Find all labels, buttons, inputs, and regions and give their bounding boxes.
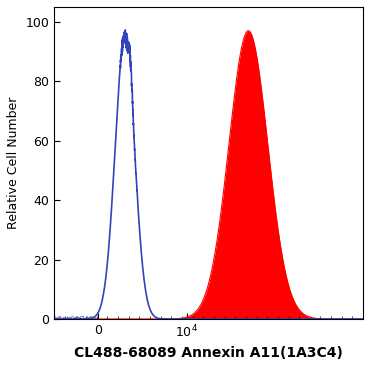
Y-axis label: Relative Cell Number: Relative Cell Number bbox=[7, 97, 20, 229]
X-axis label: CL488-68089 Annexin A11(1A3C4): CL488-68089 Annexin A11(1A3C4) bbox=[74, 346, 343, 360]
